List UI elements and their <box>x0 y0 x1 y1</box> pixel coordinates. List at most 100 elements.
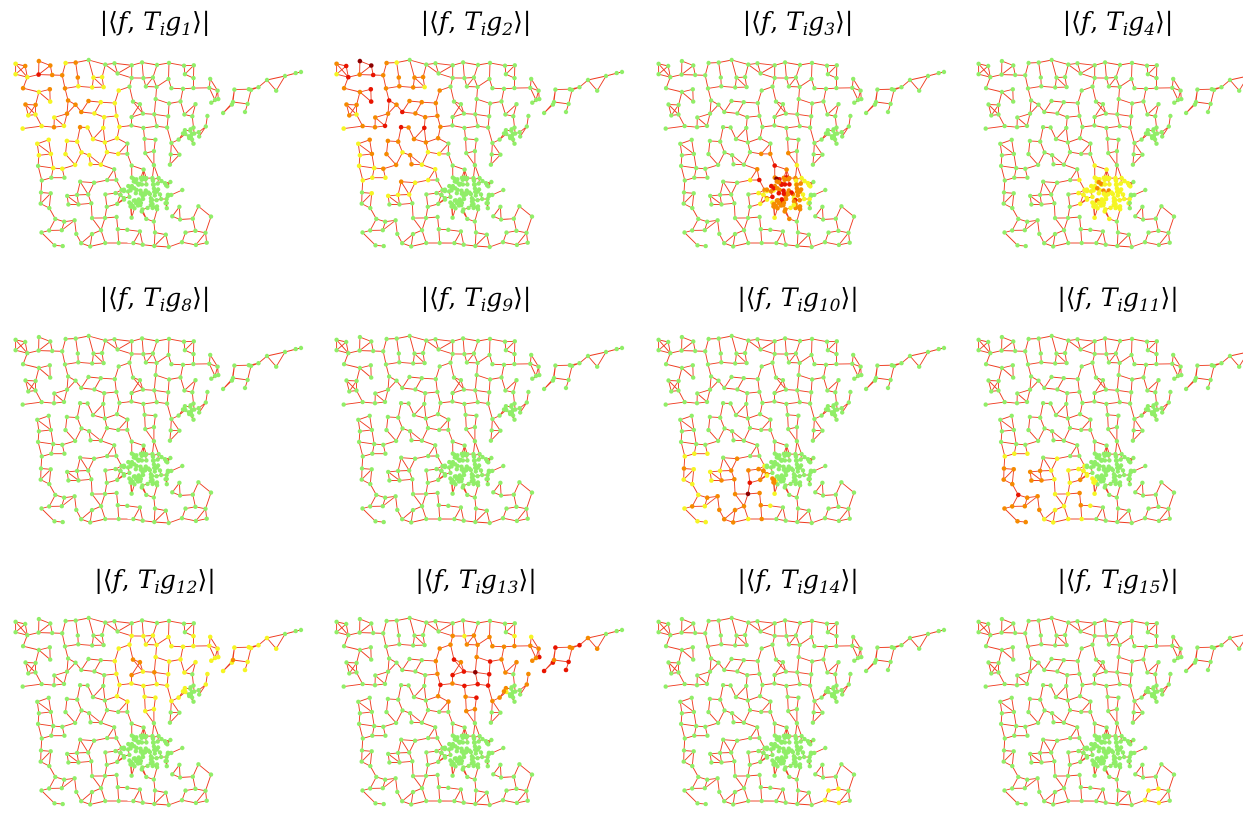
graph-node <box>116 88 121 93</box>
graph-node <box>526 241 530 245</box>
graph-node <box>1000 59 1004 63</box>
graph-edge <box>198 206 211 216</box>
graph-node <box>1127 183 1132 188</box>
title-T: T <box>781 283 798 312</box>
graph-node <box>334 72 339 77</box>
graph-edge <box>38 166 42 181</box>
graph-node <box>721 125 725 129</box>
graph-node <box>167 377 171 381</box>
graph-node <box>475 474 479 478</box>
graph-node <box>382 520 386 524</box>
graph-node <box>169 193 173 197</box>
graph-node <box>154 198 158 202</box>
graph-node <box>231 100 235 104</box>
graph-edge <box>1081 65 1095 73</box>
graph-node <box>485 509 489 513</box>
graph-node <box>127 195 131 199</box>
graph-node <box>105 454 109 458</box>
graph-edge <box>734 203 735 218</box>
graph-node <box>154 361 158 365</box>
graph-node <box>501 240 505 244</box>
graph-node <box>373 401 377 405</box>
graph-edge <box>118 350 132 354</box>
graph-node <box>436 136 441 141</box>
graph-edge <box>1117 235 1129 246</box>
graph-node <box>433 61 437 65</box>
graph-node <box>755 167 760 172</box>
graph-node <box>381 443 385 447</box>
graph-node <box>446 428 450 432</box>
graph-node <box>73 60 78 65</box>
graph-node <box>397 84 402 89</box>
graph-node <box>459 378 463 382</box>
graph-node <box>435 114 440 119</box>
graph-node <box>92 387 96 391</box>
graph-node <box>1116 138 1120 142</box>
graph-node <box>1028 112 1032 116</box>
graph-node <box>795 244 799 248</box>
graph-edge <box>370 469 371 484</box>
graph-node <box>717 60 721 64</box>
graph-node <box>368 414 372 418</box>
graph-node <box>209 101 213 105</box>
graph-node <box>487 353 491 357</box>
graph-edge <box>23 126 42 129</box>
graph-node <box>152 186 156 190</box>
graph-node <box>745 115 749 119</box>
graph-node <box>358 59 363 64</box>
graph-node <box>498 429 502 433</box>
graph-node <box>1054 137 1058 141</box>
graph-node <box>131 375 135 379</box>
graph-node <box>437 503 441 507</box>
graph-node <box>438 241 442 245</box>
graph-node <box>125 141 129 145</box>
graph-node <box>78 180 82 184</box>
graph-node <box>149 203 153 207</box>
graph-edge <box>490 63 505 66</box>
graph-node <box>181 87 185 91</box>
graph-node <box>786 192 791 197</box>
graph-node <box>837 243 841 247</box>
graph-node <box>369 363 373 367</box>
graph-node <box>204 400 208 404</box>
graph-node <box>105 426 109 430</box>
graph-node <box>152 219 156 223</box>
graph-node <box>407 99 412 104</box>
graph-node <box>503 388 507 392</box>
graph-node <box>1000 153 1004 157</box>
title-T: T <box>143 7 160 36</box>
graph-edge <box>92 218 101 230</box>
graph-node <box>433 443 437 447</box>
graph-node <box>1131 163 1135 167</box>
graph-node <box>1160 130 1164 134</box>
graph-node <box>485 183 489 187</box>
graph-node <box>129 216 133 220</box>
graph-edge <box>91 203 92 218</box>
graph-edge <box>1056 128 1066 139</box>
graph-node <box>1062 100 1066 104</box>
graph-node <box>1099 203 1104 208</box>
graph-node <box>566 378 570 382</box>
graph-node <box>383 452 387 456</box>
graph-node <box>137 473 141 477</box>
graph-edge <box>267 76 285 80</box>
graph-node <box>475 361 479 365</box>
graph-node <box>400 426 404 430</box>
graph-node <box>169 362 173 366</box>
graph-node <box>358 429 362 433</box>
graph-node <box>465 182 469 186</box>
graph-node <box>203 507 207 511</box>
graph-node <box>1104 167 1109 172</box>
graph-node <box>586 354 590 358</box>
graph-node <box>786 151 791 156</box>
title-sub: 2 <box>502 20 513 40</box>
graph-node <box>103 62 107 66</box>
graph-node <box>413 111 418 116</box>
graph-edge <box>276 352 285 367</box>
graph-node <box>48 339 52 343</box>
graph-edge <box>80 182 88 195</box>
graph-edge <box>142 338 143 354</box>
graph-node <box>1140 205 1144 209</box>
graph-node <box>141 352 145 356</box>
graph-node <box>102 115 107 120</box>
